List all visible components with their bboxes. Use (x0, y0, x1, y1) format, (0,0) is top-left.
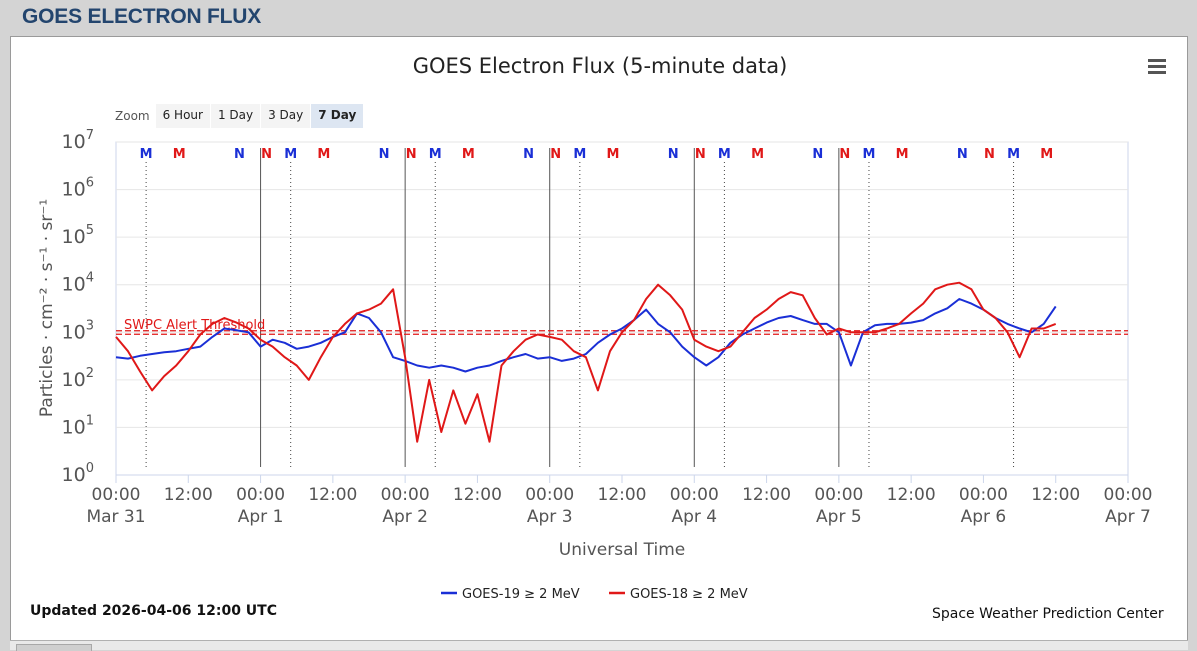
marker-m: M (284, 147, 297, 162)
marker-n: N (406, 147, 417, 162)
marker-m: M (863, 147, 876, 162)
marker-n: N (523, 147, 534, 162)
x-tick-time-label: 12:00 (742, 485, 791, 505)
bottom-scrollbar[interactable] (10, 640, 1188, 651)
marker-n: N (812, 147, 823, 162)
plot-area-border (115, 141, 1129, 476)
marker-n: N (984, 147, 995, 162)
x-axis-title: Universal Time (559, 540, 685, 560)
x-tick-time-label: 00:00 (814, 485, 863, 505)
scrollbar-thumb[interactable] (16, 644, 92, 651)
chart-panel (10, 36, 1188, 641)
x-tick-date-label: Mar 31 (86, 507, 145, 527)
marker-n: N (695, 147, 706, 162)
x-tick-time-label: 00:00 (670, 485, 719, 505)
zoom-3-day-button[interactable]: 3 Day (261, 104, 311, 128)
y-tick-label: 101 (62, 413, 94, 438)
y-tick-label: 100 (62, 461, 94, 486)
marker-m: M (317, 147, 330, 162)
credit-text: Space Weather Prediction Center (932, 606, 1164, 622)
x-tick-time-label: 12:00 (598, 485, 647, 505)
x-tick-time-label: 00:00 (959, 485, 1008, 505)
x-tick-date-label: Apr 1 (238, 507, 284, 527)
legend: GOES-19 ≥ 2 MeV GOES-18 ≥ 2 MeV (441, 587, 748, 602)
x-tick-time-label: 00:00 (525, 485, 574, 505)
x-tick-date-label: Apr 7 (1105, 507, 1151, 527)
zoom-bar: Zoom 6 Hour 1 Day 3 Day 7 Day (115, 104, 364, 128)
x-tick-time-label: 00:00 (1104, 485, 1153, 505)
page-header: GOES ELECTRON FLUX (22, 5, 262, 28)
y-tick-label: 104 (62, 271, 94, 296)
updated-timestamp: Updated 2026-04-06 12:00 UTC (30, 603, 277, 619)
zoom-7-day-button[interactable]: 7 Day (311, 104, 364, 128)
marker-m: M (896, 147, 909, 162)
x-tick-time-label: 00:00 (381, 485, 430, 505)
zoom-6-hour-button[interactable]: 6 Hour (155, 104, 210, 128)
x-tick-time-label: 12:00 (308, 485, 357, 505)
marker-n: N (234, 147, 245, 162)
marker-n: N (379, 147, 390, 162)
y-tick-label: 103 (62, 318, 94, 343)
legend-label-goes-19[interactable]: GOES-19 ≥ 2 MeV (462, 587, 580, 602)
y-tick-label: 102 (62, 366, 94, 391)
series-line-goes-18 (115, 281, 1057, 443)
y-tick-label: 106 (62, 176, 94, 201)
marker-m: M (1007, 147, 1020, 162)
chart-title: GOES Electron Flux (5-minute data) (413, 54, 788, 78)
x-tick-time-label: 12:00 (453, 485, 502, 505)
marker-n: N (957, 147, 968, 162)
x-tick-date-label: Apr 5 (816, 507, 862, 527)
marker-m: M (606, 147, 619, 162)
x-tick-time-label: 00:00 (236, 485, 285, 505)
x-tick-date-label: Apr 6 (961, 507, 1007, 527)
marker-m: M (1040, 147, 1053, 162)
y-axis-title: Particles · cm⁻² · s⁻¹ · sr⁻¹ (37, 199, 57, 417)
zoom-1-day-button[interactable]: 1 Day (210, 104, 261, 128)
y-tick-label: 105 (62, 223, 94, 248)
marker-m: M (429, 147, 442, 162)
x-tick-date-label: Apr 2 (382, 507, 428, 527)
zoom-label: Zoom (115, 109, 150, 123)
hamburger-menu-icon[interactable] (1148, 58, 1166, 74)
x-tick-time-label: 12:00 (1031, 485, 1080, 505)
marker-n: N (261, 147, 272, 162)
marker-n: N (550, 147, 561, 162)
x-tick-time-label: 00:00 (92, 485, 141, 505)
y-tick-label: 107 (62, 128, 94, 153)
marker-m: M (173, 147, 186, 162)
x-tick-date-label: Apr 4 (671, 507, 717, 527)
marker-m: M (573, 147, 586, 162)
marker-n: N (839, 147, 850, 162)
marker-m: M (140, 147, 153, 162)
x-tick-time-label: 12:00 (164, 485, 213, 505)
x-tick-date-label: Apr 3 (527, 507, 573, 527)
x-tick-time-label: 12:00 (887, 485, 936, 505)
marker-m: M (462, 147, 475, 162)
marker-n: N (668, 147, 679, 162)
marker-m: M (751, 147, 764, 162)
marker-m: M (718, 147, 731, 162)
legend-label-goes-18[interactable]: GOES-18 ≥ 2 MeV (630, 587, 748, 602)
